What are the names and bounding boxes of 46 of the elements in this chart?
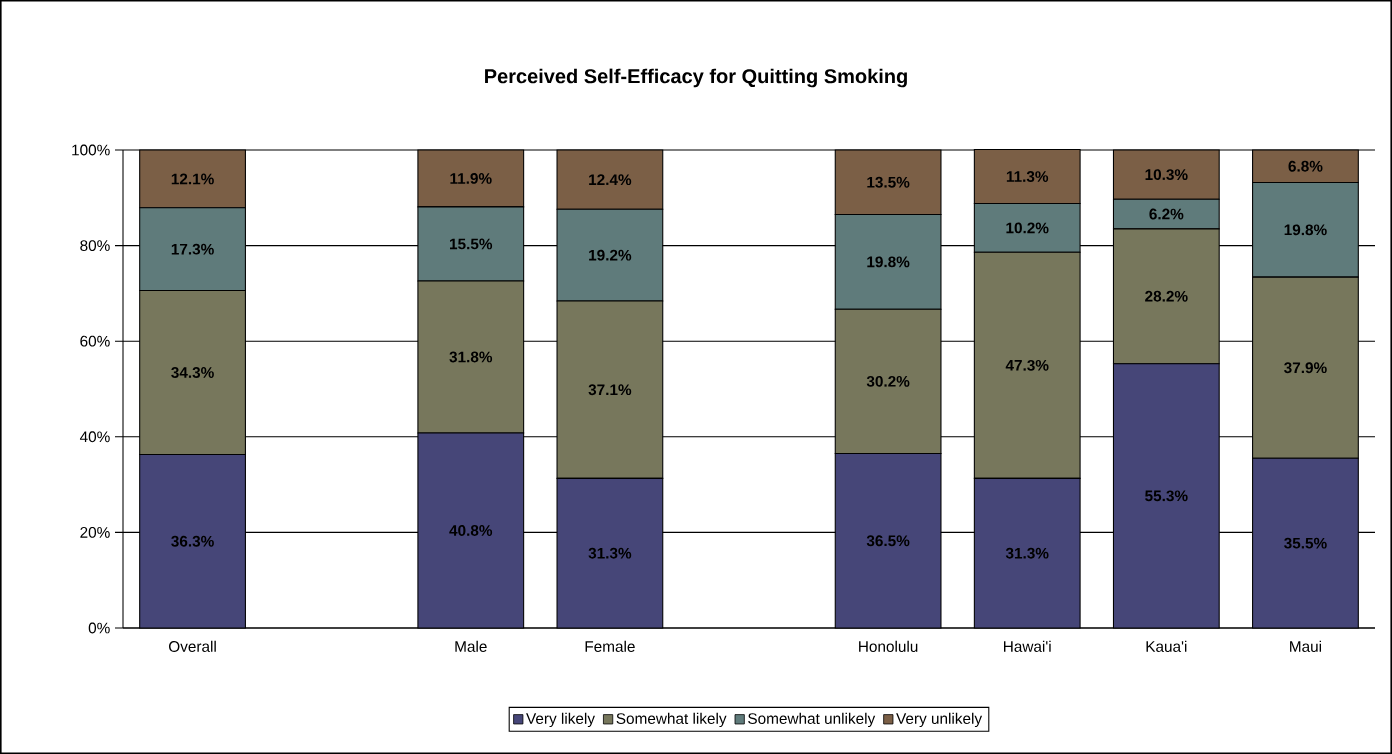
legend-label: Very unlikely xyxy=(896,712,983,728)
x-tick-label: Female xyxy=(585,640,635,652)
data-label: 31.8% xyxy=(449,351,493,363)
legend-label: Very likely xyxy=(526,712,595,728)
data-label: 40.8% xyxy=(449,525,493,536)
data-label: 35.5% xyxy=(1284,537,1327,549)
data-label: 47.3% xyxy=(1005,359,1049,371)
data-label: 12.1% xyxy=(171,173,214,185)
data-label: 37.9% xyxy=(1284,362,1327,374)
y-tick-label: 40% xyxy=(79,431,110,443)
data-label: 10.2% xyxy=(1006,222,1049,234)
data-label: 15.5% xyxy=(450,238,493,250)
data-label: 19.8% xyxy=(1284,224,1327,236)
x-tick-label: Maui xyxy=(1290,640,1322,652)
data-label: 37.1% xyxy=(588,384,632,396)
data-label: 11.9% xyxy=(450,173,492,184)
data-label: 12.4% xyxy=(589,174,632,186)
data-label: 31.3% xyxy=(1005,547,1049,559)
y-tick-label: 60% xyxy=(80,335,110,347)
data-label: 6.8% xyxy=(1288,160,1323,172)
data-label: 55.3% xyxy=(1145,490,1188,502)
x-tick-label: Male xyxy=(455,640,487,652)
y-tick-label: 0% xyxy=(88,622,110,634)
data-label: 34.3% xyxy=(171,367,214,378)
data-label: 30.2% xyxy=(866,375,910,387)
data-label: 10.3% xyxy=(1145,169,1188,181)
data-label: 17.3% xyxy=(171,243,214,255)
y-tick-label: 100% xyxy=(72,144,110,156)
x-tick-label: Overall xyxy=(169,640,216,652)
data-label: 28.2% xyxy=(1145,290,1188,302)
chart-title: Perceived Self-Efficacy for Quitting Smoking xyxy=(485,68,907,88)
legend-label: Somewhat likely xyxy=(616,712,727,728)
data-label: 19.8% xyxy=(867,256,910,268)
data-label: 36.5% xyxy=(866,535,910,547)
y-tick-label: 80% xyxy=(80,240,110,252)
data-label: 6.2% xyxy=(1149,208,1184,220)
data-label: 19.2% xyxy=(589,249,632,261)
y-tick-label: 20% xyxy=(80,526,110,538)
data-label: 13.5% xyxy=(867,176,910,188)
legend-label: Somewhat unlikely xyxy=(748,712,876,728)
x-tick-label: Hawai'i xyxy=(1004,640,1051,652)
data-label: 11.3% xyxy=(1006,171,1049,182)
x-tick-label: Kaua'i xyxy=(1146,640,1187,652)
data-label: 36.3% xyxy=(171,535,214,547)
x-tick-label: Honolulu xyxy=(859,640,918,652)
data-label: 31.3% xyxy=(588,547,632,559)
